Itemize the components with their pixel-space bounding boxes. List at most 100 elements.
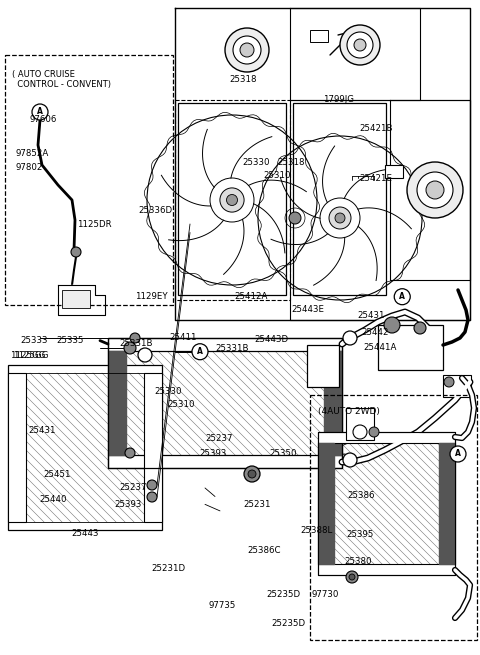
Bar [318,432,455,575]
Text: 25310: 25310 [167,400,194,409]
Circle shape [414,322,426,334]
Bar [318,564,455,575]
Bar [144,373,162,522]
Bar [346,408,374,440]
Circle shape [353,425,367,439]
Text: 25335: 25335 [57,336,84,345]
Circle shape [343,453,357,467]
Text: 25386C: 25386C [247,546,281,555]
Polygon shape [58,285,105,315]
Text: 25310: 25310 [263,171,290,180]
Bar [8,365,162,530]
Text: 25330: 25330 [242,158,270,167]
Bar [310,395,477,640]
Circle shape [349,574,355,580]
Text: 25393: 25393 [199,449,227,458]
Bar [108,338,342,351]
Circle shape [240,43,254,57]
Text: 25350: 25350 [270,449,297,458]
Text: (4AUTO 2WD): (4AUTO 2WD) [318,407,380,416]
Polygon shape [108,351,126,455]
Text: 25421B: 25421B [359,124,393,133]
Text: A: A [37,107,43,117]
Text: 25235D: 25235D [266,590,300,599]
Bar [443,375,471,397]
Circle shape [71,247,81,257]
Text: 25412A: 25412A [234,292,268,301]
Text: 25441A: 25441A [364,343,397,352]
Text: 97730: 97730 [311,590,338,599]
Circle shape [233,36,261,64]
Circle shape [343,331,357,345]
Text: 25331B: 25331B [215,344,249,353]
Circle shape [394,289,410,305]
Text: 25331B: 25331B [119,339,153,348]
Circle shape [384,317,400,333]
Bar [378,325,443,370]
Circle shape [32,104,48,120]
Circle shape [417,172,453,208]
Text: 1125GG: 1125GG [10,351,46,360]
Text: 25395: 25395 [347,530,374,539]
Circle shape [444,377,454,387]
Text: 25393: 25393 [114,500,142,509]
Text: 25442: 25442 [361,328,388,337]
Text: 25421E: 25421E [359,174,392,183]
Circle shape [124,342,136,354]
Text: 1129EY: 1129EY [135,292,168,301]
Text: A: A [399,292,405,301]
Bar [293,103,386,295]
Circle shape [329,207,351,229]
Circle shape [354,39,366,51]
Text: 25431: 25431 [358,311,385,320]
Text: 1125GG: 1125GG [13,351,49,360]
Circle shape [147,492,157,502]
Polygon shape [318,443,334,564]
Text: 25237: 25237 [119,483,146,493]
Text: 25431: 25431 [29,426,56,435]
Bar [8,373,26,522]
Polygon shape [439,443,455,564]
Text: 1799JG: 1799JG [323,95,354,104]
Text: 25235D: 25235D [271,619,305,628]
Text: 25440: 25440 [39,495,67,504]
Circle shape [220,188,244,212]
Text: 25336D: 25336D [138,206,172,215]
Text: 25231: 25231 [244,500,271,509]
Bar [318,432,455,443]
Bar [26,373,144,522]
Bar [108,351,342,455]
Circle shape [335,213,345,223]
Circle shape [192,344,208,360]
Text: 97852A: 97852A [15,149,48,159]
Text: 25443D: 25443D [254,335,288,344]
Text: 97735: 97735 [209,601,236,610]
Bar [5,55,173,305]
Circle shape [125,448,135,458]
Bar [62,290,90,308]
Circle shape [244,466,260,482]
Circle shape [289,212,301,224]
Bar [108,455,342,468]
Text: 97802: 97802 [15,162,43,172]
Text: 25231D: 25231D [151,564,185,573]
Circle shape [130,333,140,343]
Text: 25411: 25411 [169,333,196,342]
Circle shape [320,198,360,238]
Bar [108,338,342,468]
Circle shape [369,427,379,437]
Circle shape [426,181,444,199]
Text: 25333: 25333 [20,336,48,345]
Circle shape [227,195,238,206]
Text: A: A [197,347,203,356]
Circle shape [346,571,358,583]
Text: 25443E: 25443E [292,305,325,314]
Bar [178,103,286,295]
Circle shape [340,25,380,65]
Circle shape [248,470,256,478]
Text: 25318: 25318 [229,75,257,84]
Circle shape [450,446,466,462]
Text: 25330: 25330 [155,387,182,396]
Text: 25237: 25237 [205,434,233,443]
Text: A: A [455,449,461,458]
